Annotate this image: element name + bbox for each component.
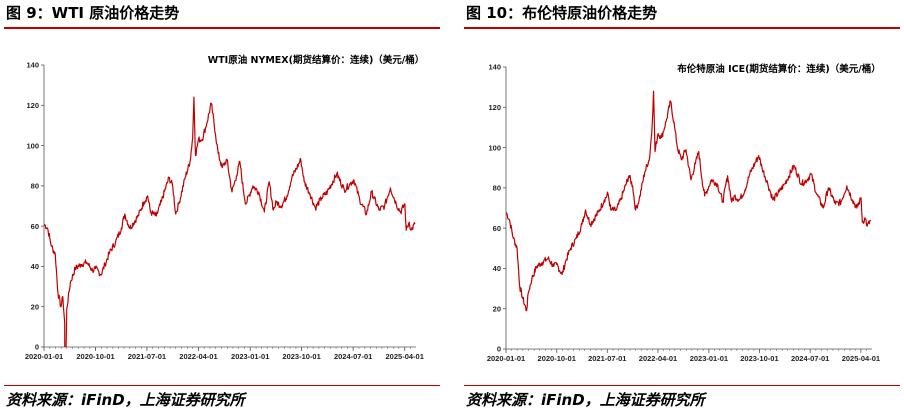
- x-tick-label: 2020-10-01: [76, 352, 114, 361]
- y-tick-label: 120: [26, 101, 39, 110]
- figure-wti-panel: 图 9：WTI 原油价格走势 WTI原油 NYMEX(期货结算价：连续)（美元/…: [4, 0, 444, 415]
- y-tick-label: 40: [31, 262, 39, 271]
- y-tick-label: 100: [26, 141, 39, 150]
- heading-divider: [464, 27, 900, 29]
- x-tick-label: 2024-07-01: [334, 352, 372, 361]
- wti-price-line-chart: WTI原油 NYMEX(期货结算价：连续)（美元/桶） 0 20 40 60 80 100 1…: [25, 54, 425, 361]
- series-line: [44, 96, 416, 347]
- y-tick-label: 80: [493, 184, 501, 193]
- y-tick-label: 0: [497, 345, 501, 354]
- y-tick-label: 60: [493, 224, 501, 233]
- x-tick-label: 2025-04-01: [842, 354, 880, 363]
- price-series: [44, 96, 416, 347]
- y-tick-label: 100: [488, 143, 501, 152]
- y-tick-label: 140: [488, 63, 501, 72]
- chart-title: 布伦特原油 ICE(期货结算价：连续)（美元/桶）: [676, 63, 880, 75]
- brent-price-line-chart: 布伦特原油 ICE(期货结算价：连续)（美元/桶） 0 20 40 60 80 100 120…: [487, 63, 881, 363]
- source-note: 资料来源：iFinD，上海证券研究所: [6, 391, 245, 409]
- x-tick-label: 2020-01-01: [25, 352, 63, 361]
- y-tick-label: 60: [31, 222, 39, 231]
- figure-heading: 图 9：WTI 原油价格走势: [6, 4, 180, 22]
- y-tick-label: 20: [493, 304, 501, 313]
- y-tick-label: 20: [31, 302, 39, 311]
- heading-divider: [4, 27, 440, 29]
- x-tick-label: 2020-10-01: [538, 354, 576, 363]
- y-tick-label: 140: [26, 61, 39, 70]
- source-note: 资料来源：iFinD，上海证券研究所: [466, 391, 705, 409]
- x-tick-label: 2022-04-01: [179, 352, 217, 361]
- x-tick-label: 2024-07-01: [791, 354, 829, 363]
- x-tick-label: 2023-10-01: [282, 352, 320, 361]
- y-tick-label: 80: [31, 182, 39, 191]
- y-tick-label: 0: [35, 343, 39, 352]
- source-divider: [4, 385, 440, 386]
- figure-heading: 图 10：布伦特原油价格走势: [466, 4, 658, 22]
- x-tick-label: 2025-04-01: [386, 352, 424, 361]
- chart-title: WTI原油 NYMEX(期货结算价：连续)（美元/桶）: [208, 54, 425, 66]
- x-tick-label: 2021-07-01: [588, 354, 626, 363]
- x-tick-label: 2023-10-01: [740, 354, 778, 363]
- y-tick-label: 120: [488, 103, 501, 112]
- x-tick-label: 2022-04-01: [639, 354, 677, 363]
- x-tick-label: 2023-01-01: [690, 354, 728, 363]
- series-line: [506, 90, 872, 312]
- x-tick-label: 2021-07-01: [128, 352, 166, 361]
- figure-brent-panel: 图 10：布伦特原油价格走势 布伦特原油 ICE(期货结算价：连续)（美元/桶）…: [464, 0, 904, 415]
- x-tick-label: 2020-01-01: [487, 354, 525, 363]
- price-series: [506, 90, 872, 312]
- source-divider: [464, 385, 900, 386]
- y-tick-label: 40: [493, 264, 501, 273]
- x-tick-label: 2023-01-01: [231, 352, 269, 361]
